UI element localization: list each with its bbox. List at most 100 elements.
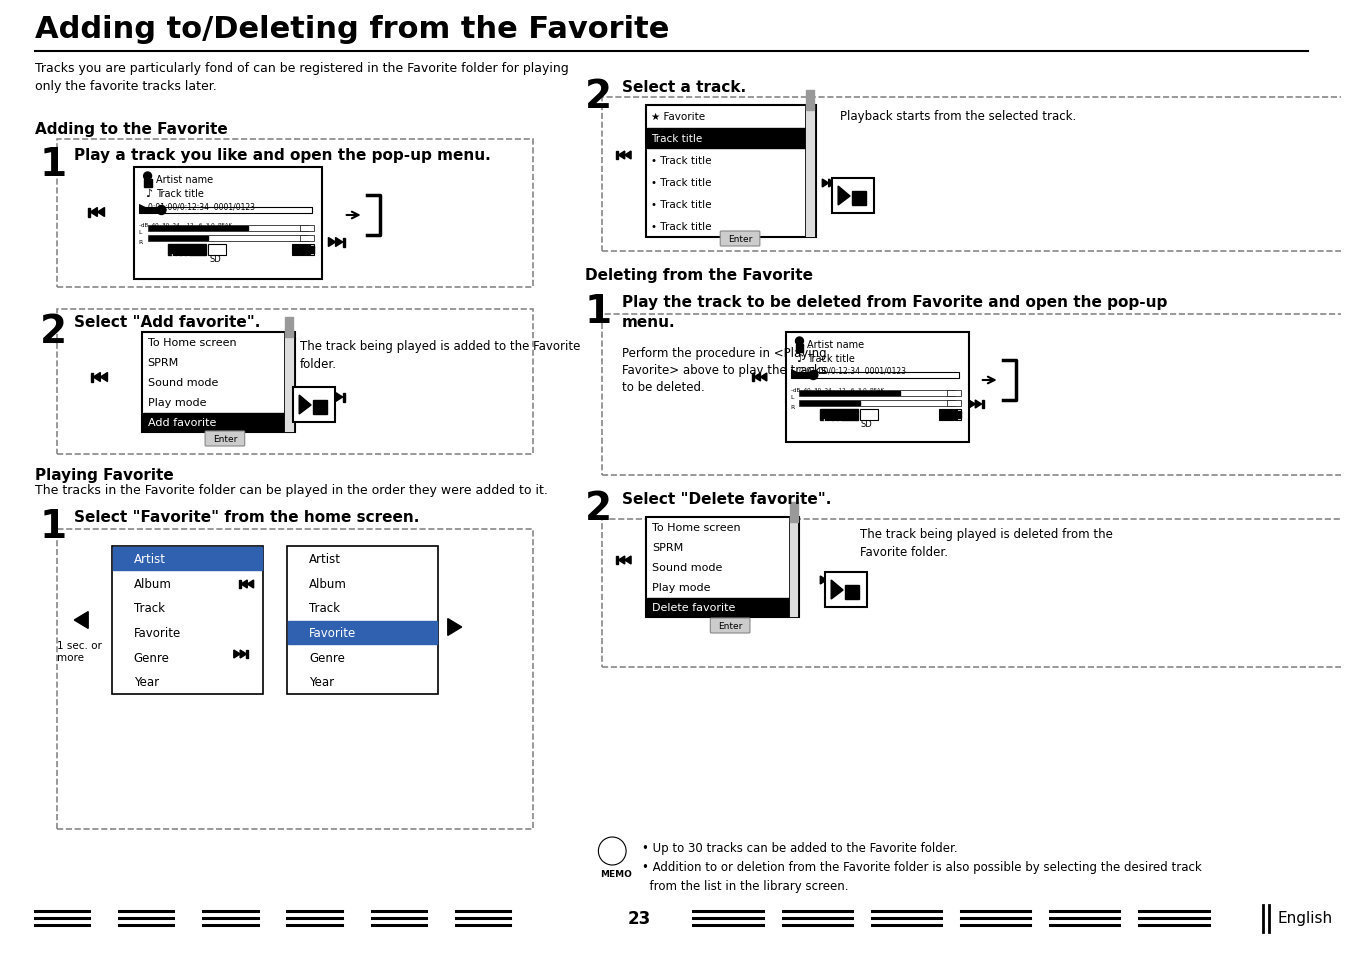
Bar [603, 98, 1343, 252]
Polygon shape [969, 400, 975, 409]
Text: • Up to 30 tracks can be added to the Favorite folder.
• Addition to or deletion: • Up to 30 tracks can be added to the Fa… [642, 841, 1202, 892]
Text: Enter: Enter [728, 234, 753, 244]
Text: Artist: Artist [134, 552, 165, 565]
Text: Tracks you are particularly fond of can be registered in the Favorite folder for: Tracks you are particularly fond of can … [35, 62, 569, 92]
Text: Play mode: Play mode [651, 582, 711, 593]
Polygon shape [838, 187, 850, 206]
Text: -dB  40  30  24    12   6  3 0  PEAK: -dB 40 30 24 12 6 3 0 PEAK [138, 223, 232, 228]
Bar [800, 401, 860, 406]
Bar [603, 847, 621, 863]
Bar [806, 106, 815, 237]
Text: The tracks in the Favorite folder can be played in the order they were added to : The tracks in the Favorite folder can be… [35, 483, 547, 497]
Bar [148, 235, 309, 242]
Bar [800, 392, 899, 395]
Text: Genre: Genre [309, 651, 345, 664]
Text: Genre: Genre [134, 651, 169, 664]
Text: ▶: ▶ [138, 202, 145, 211]
Bar [139, 209, 161, 213]
Polygon shape [234, 650, 240, 659]
Text: Play the track to be deleted from Favorite and open the pop-up
menu.: Play the track to be deleted from Favori… [621, 294, 1167, 330]
Text: Adding to the Favorite: Adding to the Favorite [35, 122, 227, 137]
Bar [168, 245, 206, 255]
Text: SD: SD [209, 254, 221, 264]
FancyBboxPatch shape [711, 618, 750, 634]
Text: To Home screen: To Home screen [148, 337, 236, 348]
Text: Favorite: Favorite [134, 626, 181, 639]
Bar [860, 410, 877, 420]
Text: Select "Add favorite".: Select "Add favorite". [74, 314, 261, 330]
Bar [788, 517, 799, 618]
Text: Play mode: Play mode [148, 397, 206, 408]
Text: Play a track you like and open the pop-up menu.: Play a track you like and open the pop-u… [74, 148, 492, 163]
Text: Track title: Track title [807, 354, 856, 364]
Text: R: R [791, 405, 795, 410]
Bar [940, 410, 961, 420]
Bar [833, 577, 835, 584]
FancyBboxPatch shape [720, 232, 760, 247]
Text: Playing Favorite: Playing Favorite [35, 468, 173, 482]
Polygon shape [761, 374, 766, 381]
Text: SPRM: SPRM [651, 542, 684, 553]
Text: R: R [138, 240, 144, 245]
Bar [603, 314, 1343, 476]
Bar [134, 168, 322, 280]
Bar [311, 247, 314, 253]
Bar [852, 192, 865, 206]
Bar [835, 180, 837, 188]
Text: 2: 2 [39, 313, 66, 351]
Bar [791, 373, 959, 378]
Bar [142, 414, 284, 432]
Bar [959, 412, 961, 418]
Bar [799, 400, 955, 407]
Bar [313, 400, 326, 415]
Bar [940, 411, 946, 419]
Bar [112, 547, 261, 570]
Polygon shape [624, 557, 631, 564]
Text: The track being played is deleted from the
Favorite folder.: The track being played is deleted from t… [860, 527, 1113, 558]
Bar [138, 208, 311, 213]
Text: ♪: ♪ [145, 189, 152, 199]
Text: Artist name: Artist name [807, 339, 865, 350]
Text: 1: 1 [39, 507, 66, 545]
Text: L: L [791, 395, 793, 399]
Text: 0:01:00/0:12:34  0001/0123: 0:01:00/0:12:34 0001/0123 [148, 202, 255, 211]
Bar [603, 519, 1343, 667]
Text: MEMO: MEMO [600, 869, 632, 878]
Bar [148, 226, 309, 232]
Text: Select "Delete favorite".: Select "Delete favorite". [621, 492, 831, 506]
Bar [246, 650, 249, 659]
Text: Enter: Enter [213, 435, 237, 443]
Text: The track being played is added to the Favorite
folder.: The track being played is added to the F… [301, 339, 581, 371]
Text: SPRM: SPRM [148, 357, 179, 368]
Bar [301, 235, 314, 242]
Bar [88, 209, 91, 217]
Bar [288, 621, 437, 644]
Bar [343, 393, 345, 402]
Polygon shape [91, 209, 97, 217]
Bar [209, 245, 226, 255]
Polygon shape [975, 400, 982, 409]
Polygon shape [827, 577, 833, 584]
Bar [646, 106, 816, 237]
Polygon shape [93, 374, 100, 382]
Polygon shape [624, 152, 631, 160]
Polygon shape [619, 152, 624, 160]
Polygon shape [822, 180, 829, 188]
Bar [616, 152, 619, 160]
Text: Sound mode: Sound mode [651, 562, 722, 573]
Circle shape [157, 206, 167, 215]
Bar [112, 546, 263, 695]
Text: Sound mode: Sound mode [148, 377, 218, 388]
Text: Delete favorite: Delete favorite [651, 602, 735, 613]
Polygon shape [329, 393, 336, 402]
Text: Album: Album [134, 577, 172, 590]
Text: 2: 2 [585, 490, 612, 527]
Bar [292, 245, 314, 255]
Polygon shape [248, 580, 253, 588]
Text: Deleting from the Favorite: Deleting from the Favorite [585, 268, 812, 283]
Text: bass: bass [171, 253, 191, 263]
Bar [647, 129, 806, 149]
Bar [142, 333, 295, 433]
Bar [238, 580, 241, 588]
Text: Track: Track [134, 601, 165, 615]
